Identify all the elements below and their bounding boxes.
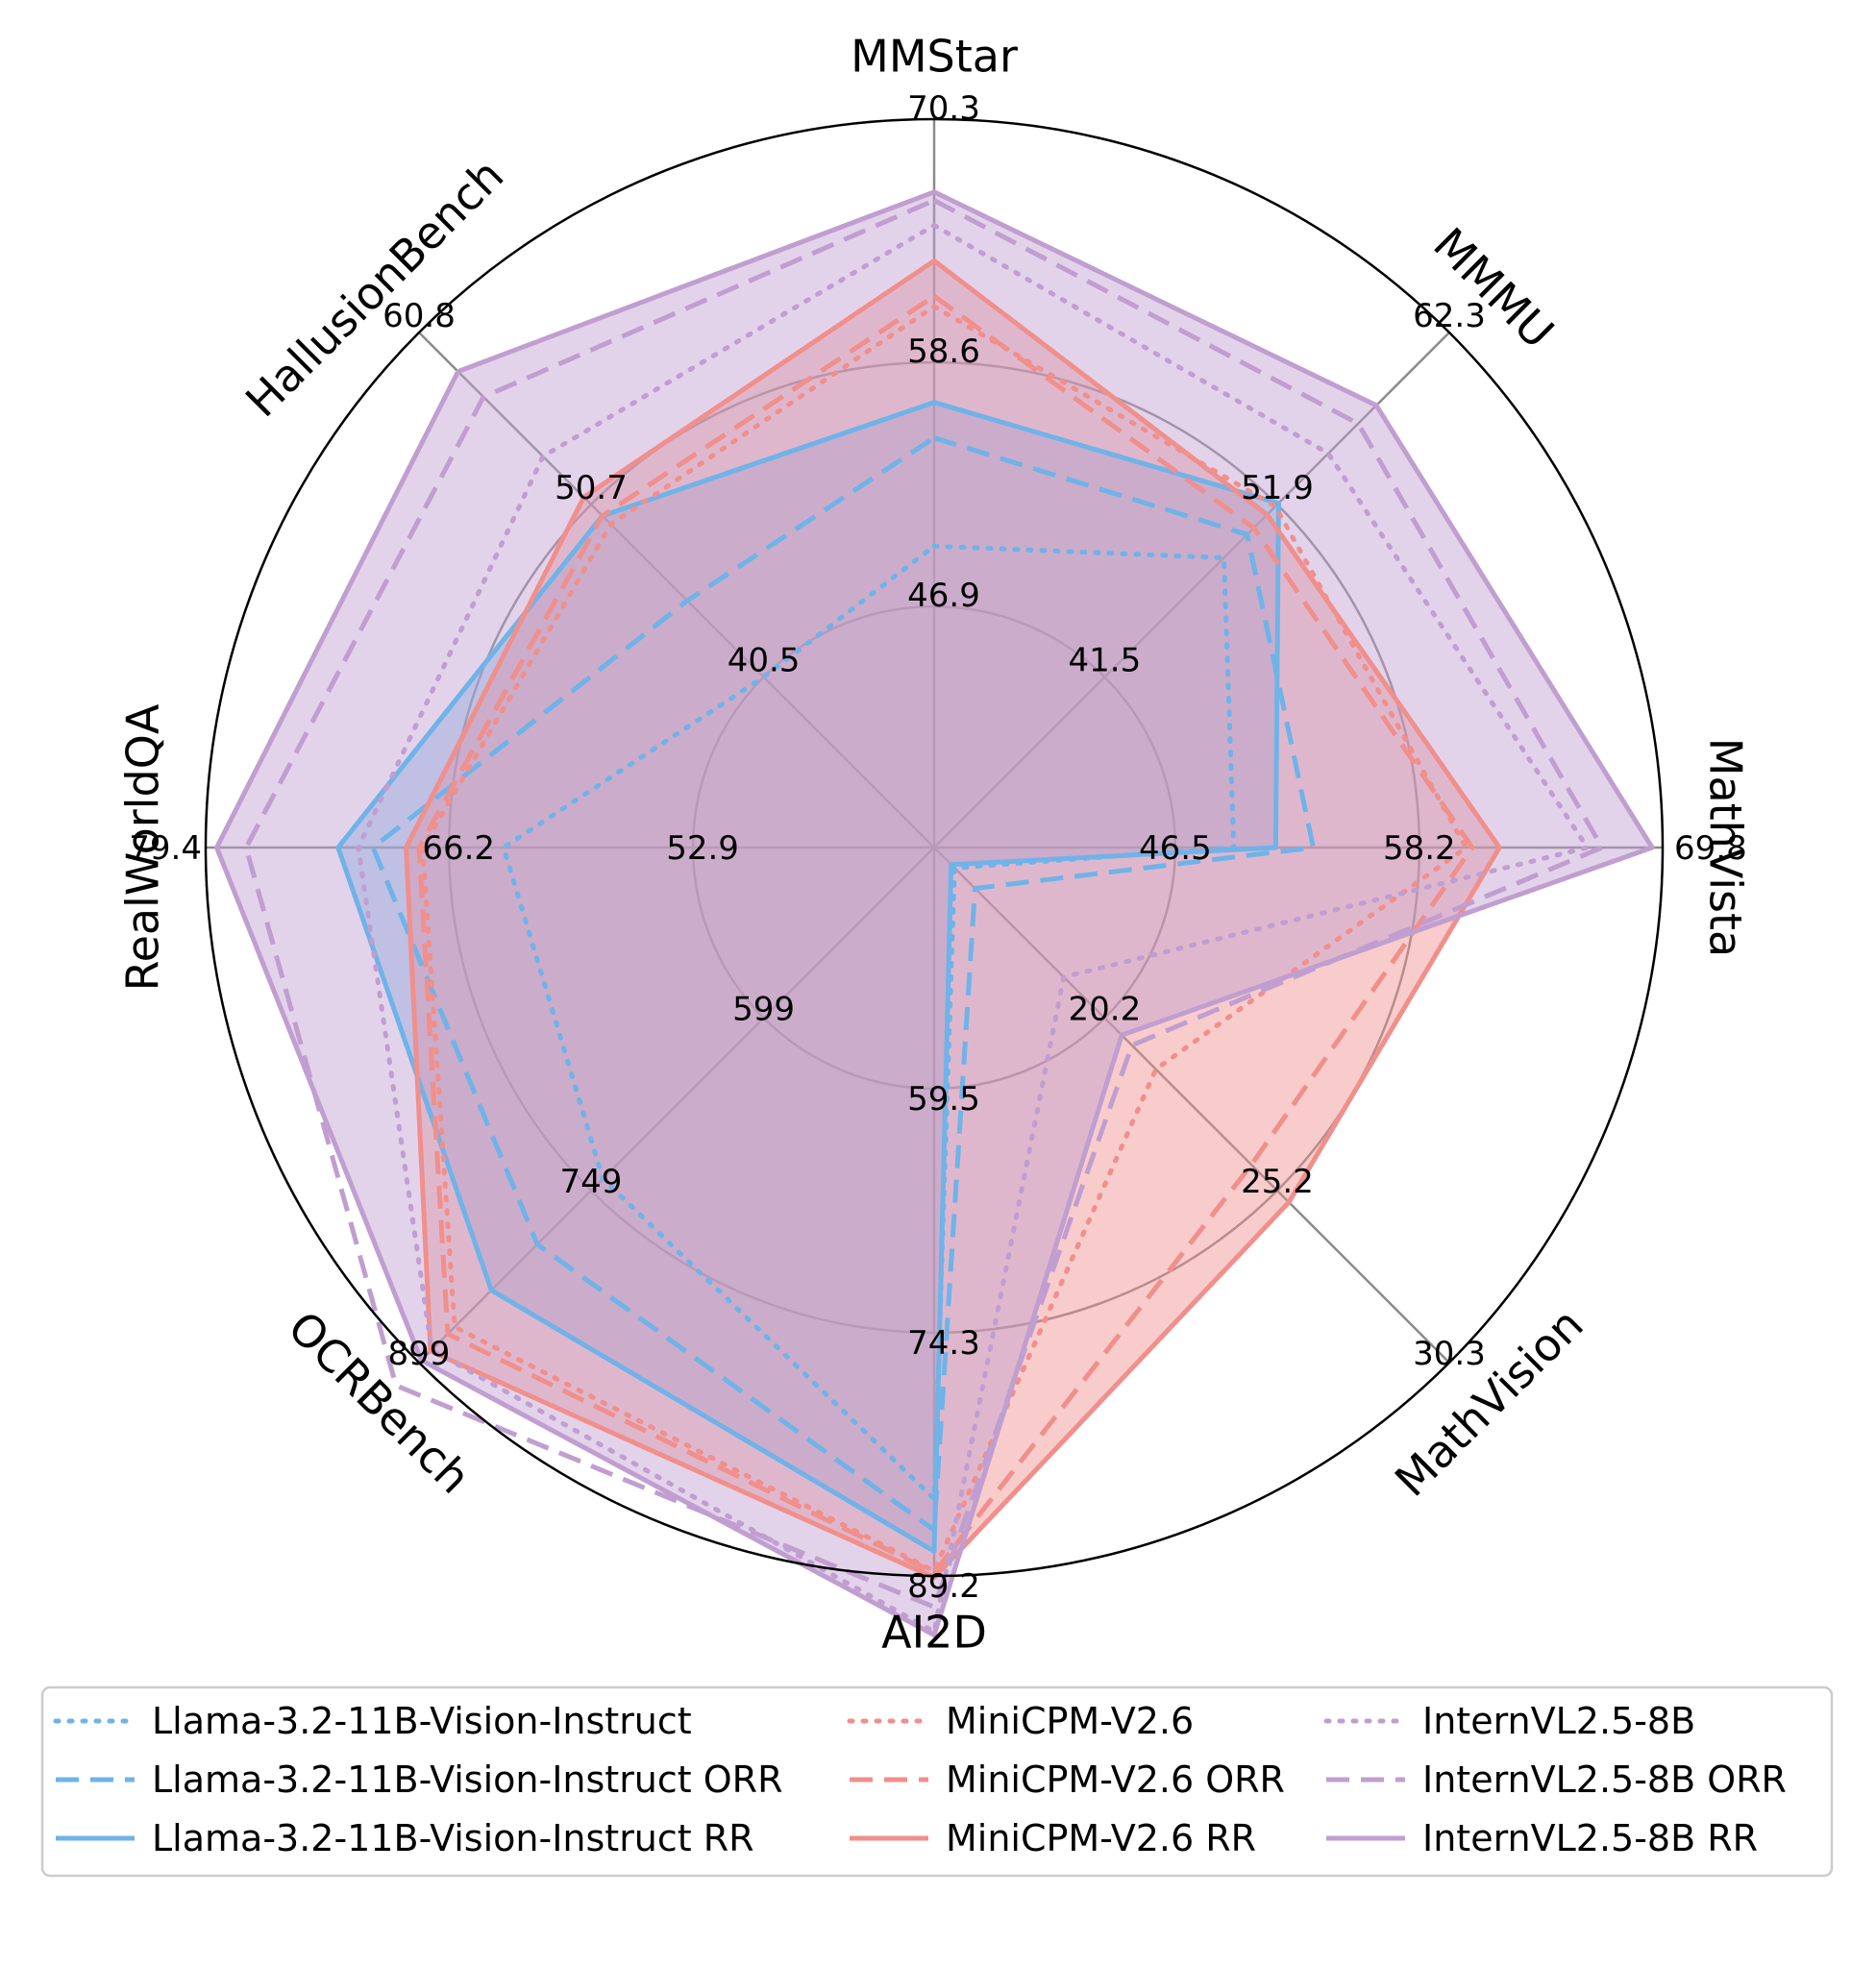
tick-label-realworldqa-3: 79.4 [129,829,202,868]
legend-label-minicpm-v2-6-rr: MiniCPM-V2.6 RR [946,1817,1256,1859]
tick-label-mathvista-1: 46.5 [1139,829,1212,868]
tick-label-ai2d-3: 89.2 [907,1567,980,1606]
tick-label-mmmu-1: 41.5 [1069,642,1142,680]
tick-label-mathvision-2: 25.2 [1241,1163,1314,1201]
legend-label-internvl2-5-8b: InternVL2.5-8B [1422,1700,1695,1742]
tick-label-ai2d-2: 74.3 [907,1324,980,1363]
legend-label-llama-3-2-11b-vision-instruct-rr: Llama-3.2-11B-Vision-Instruct RR [152,1817,754,1859]
tick-label-hallusionbench-1: 40.5 [728,642,801,680]
tick-label-mmstar-1: 46.9 [907,577,980,615]
tick-label-ocrbench-1: 599 [732,990,795,1028]
tick-label-realworldqa-1: 52.9 [666,829,739,868]
legend: Llama-3.2-11B-Vision-Instruct Llama-3.2-1… [40,1685,1834,1878]
series-line-minicpm-v2-6-orr [416,293,1475,1576]
radar-series [214,189,1655,1637]
tick-label-ai2d-1: 59.5 [907,1080,980,1119]
tick-label-mmmu-2: 51.9 [1241,469,1314,507]
spoke-ocrbench [418,847,935,1364]
legend-label-llama-3-2-11b-vision-instruct-orr: Llama-3.2-11B-Vision-Instruct ORR [152,1759,782,1801]
grid-ring-1 [691,604,1177,1091]
legend-label-minicpm-v2-6-orr: MiniCPM-V2.6 ORR [946,1759,1285,1801]
tick-label-ocrbench-2: 749 [560,1163,623,1201]
legend-label-llama-3-2-11b-vision-instruct: Llama-3.2-11B-Vision-Instruct [152,1700,692,1742]
series-line-internvl2-5-8b-orr [243,198,1605,1610]
tick-label-mathvision-3: 30.3 [1413,1335,1486,1373]
tick-label-mmstar-2: 58.6 [907,332,980,371]
axis-title-ai2d: AI2D [881,1607,987,1659]
tick-label-mmstar-3: 70.3 [907,89,980,128]
legend-label-internvl2-5-8b-orr: InternVL2.5-8B ORR [1422,1759,1787,1801]
tick-label-hallusionbench-3: 60.8 [383,297,456,335]
legend-box [40,1685,1834,1878]
tick-label-realworldqa-2: 66.2 [422,829,495,868]
tick-label-hallusionbench-2: 50.7 [555,469,628,507]
tick-label-mathvista-2: 58.2 [1383,829,1456,868]
spoke-mathvision [933,847,1450,1364]
tick-label-mmmu-3: 62.3 [1413,297,1486,335]
axis-title-mathvista: MathVista [1700,738,1752,958]
outer-ring [204,117,1665,1578]
tick-label-mathvista-3: 69.8 [1674,829,1747,868]
tick-label-ocrbench-3: 899 [388,1335,451,1373]
grid-ring-2 [447,360,1421,1335]
spoke-mmmu [933,332,1450,849]
radar-grid [206,119,1663,1576]
tick-label-mathvision-1: 20.2 [1069,990,1142,1028]
legend-label-minicpm-v2-6: MiniCPM-V2.6 [946,1700,1194,1742]
axis-title-realworldqa: RealWorldQA [117,703,169,991]
spoke-hallusionbench [418,332,935,849]
axis-title-mmstar: MMStar [851,31,1018,83]
legend-label-internvl2-5-8b-rr: InternVL2.5-8B RR [1422,1817,1758,1859]
